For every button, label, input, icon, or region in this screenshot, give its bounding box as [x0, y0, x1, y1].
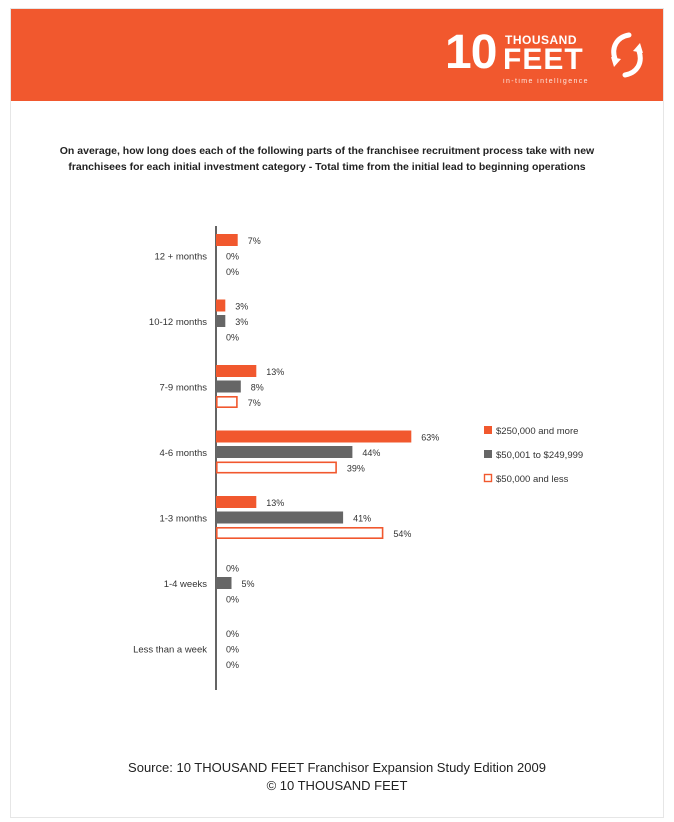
data-label: 0% [226, 564, 239, 574]
bar [216, 234, 238, 246]
swirl-arrows-icon [611, 32, 643, 78]
data-label: 0% [226, 645, 239, 655]
legend-swatch [484, 450, 492, 458]
logo-feet: FEET [503, 43, 584, 76]
category-label: 4-6 months [159, 448, 207, 459]
data-label: 0% [226, 629, 239, 639]
data-label: 5% [242, 579, 255, 589]
legend-label: $50,001 to $249,999 [496, 450, 583, 461]
data-label: 3% [235, 302, 248, 312]
source-footer: Source: 10 THOUSAND FEET Franchisor Expa… [0, 759, 674, 795]
bar [216, 577, 232, 589]
bar [216, 395, 238, 408]
category-label: 1-4 weeks [164, 579, 208, 590]
chart-title: On average, how long does each of the fo… [59, 145, 595, 173]
data-label: 13% [266, 498, 284, 508]
data-label: 7% [248, 236, 261, 246]
logo-thousand: THOUSAND [505, 33, 577, 47]
legend-swatch [484, 426, 492, 434]
data-label: 0% [226, 252, 239, 262]
category-label: 12 + months [154, 252, 207, 263]
data-label: 0% [226, 267, 239, 277]
data-label: 0% [226, 333, 239, 343]
source-text: Source: 10 THOUSAND FEET Franchisor Expa… [128, 760, 546, 775]
header-banner: 10 THOUSAND FEET in-time intelligence [11, 9, 663, 101]
category-label: Less than a week [133, 645, 207, 656]
data-label: 7% [248, 398, 261, 408]
data-label: 0% [226, 660, 239, 670]
report-page: 10 THOUSAND FEET in-time intelligence [10, 8, 664, 818]
bar [216, 461, 337, 474]
category-label: 7-9 months [159, 383, 207, 394]
data-label: 63% [421, 433, 439, 443]
data-label: 41% [353, 514, 371, 524]
bar [216, 430, 412, 443]
logo-tagline: in-time intelligence [503, 78, 589, 85]
bar [216, 299, 226, 312]
data-label: 8% [251, 383, 264, 393]
bar-chart: 12 + months 7% 0% 0% 10-12 months 3% 3% 0% 7-9 m… [133, 226, 583, 690]
copyright-text: © 10 THOUSAND FEET [266, 778, 408, 793]
bar [216, 365, 257, 377]
category-label: 10-12 months [149, 317, 207, 328]
bar [216, 380, 241, 393]
legend-swatch [483, 473, 493, 483]
data-label: 39% [347, 464, 365, 474]
data-label: 3% [235, 317, 248, 327]
logo-number: 10 [445, 26, 497, 79]
category-label: 1-3 months [159, 514, 207, 525]
bar [216, 446, 353, 458]
bar [216, 526, 384, 539]
bar [216, 511, 344, 524]
company-logo: 10 THOUSAND FEET in-time intelligence [445, 27, 645, 91]
data-label: 13% [266, 367, 284, 377]
bar [216, 315, 226, 327]
legend-label: $250,000 and more [496, 426, 578, 437]
bar [216, 496, 257, 508]
data-label: 54% [393, 529, 411, 539]
legend-label: $50,000 and less [496, 474, 569, 485]
data-label: 44% [362, 448, 380, 458]
data-label: 0% [226, 595, 239, 605]
